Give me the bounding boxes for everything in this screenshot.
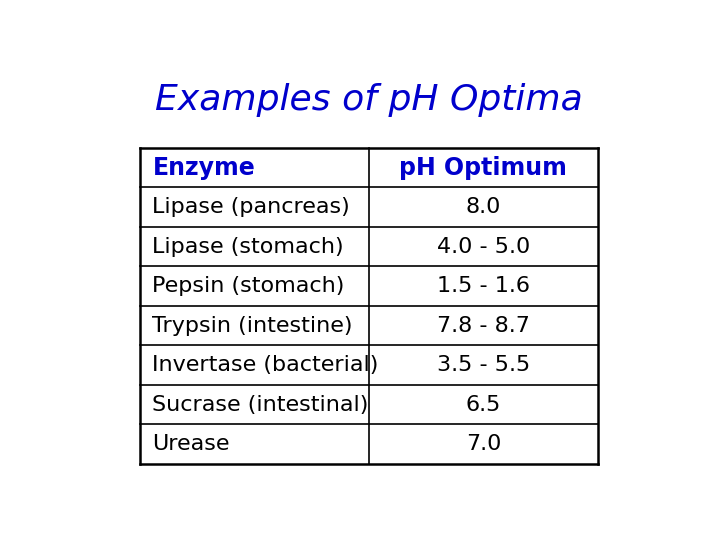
Text: 7.8 - 8.7: 7.8 - 8.7 [437, 316, 530, 336]
Text: 7.0: 7.0 [466, 434, 501, 454]
Text: Lipase (pancreas): Lipase (pancreas) [153, 197, 350, 217]
Text: 4.0 - 5.0: 4.0 - 5.0 [437, 237, 530, 256]
Text: Examples of pH Optima: Examples of pH Optima [155, 83, 583, 117]
Text: 3.5 - 5.5: 3.5 - 5.5 [437, 355, 530, 375]
Text: Urease: Urease [153, 434, 230, 454]
Text: Sucrase (intestinal): Sucrase (intestinal) [153, 395, 369, 415]
Text: Enzyme: Enzyme [153, 156, 256, 180]
Text: Invertase (bacterial): Invertase (bacterial) [153, 355, 379, 375]
Text: Lipase (stomach): Lipase (stomach) [153, 237, 344, 256]
Text: pH Optimum: pH Optimum [400, 156, 567, 180]
Text: 1.5 - 1.6: 1.5 - 1.6 [437, 276, 530, 296]
Text: Trypsin (intestine): Trypsin (intestine) [153, 316, 353, 336]
Text: 6.5: 6.5 [466, 395, 501, 415]
Text: Pepsin (stomach): Pepsin (stomach) [153, 276, 345, 296]
Text: 8.0: 8.0 [466, 197, 501, 217]
